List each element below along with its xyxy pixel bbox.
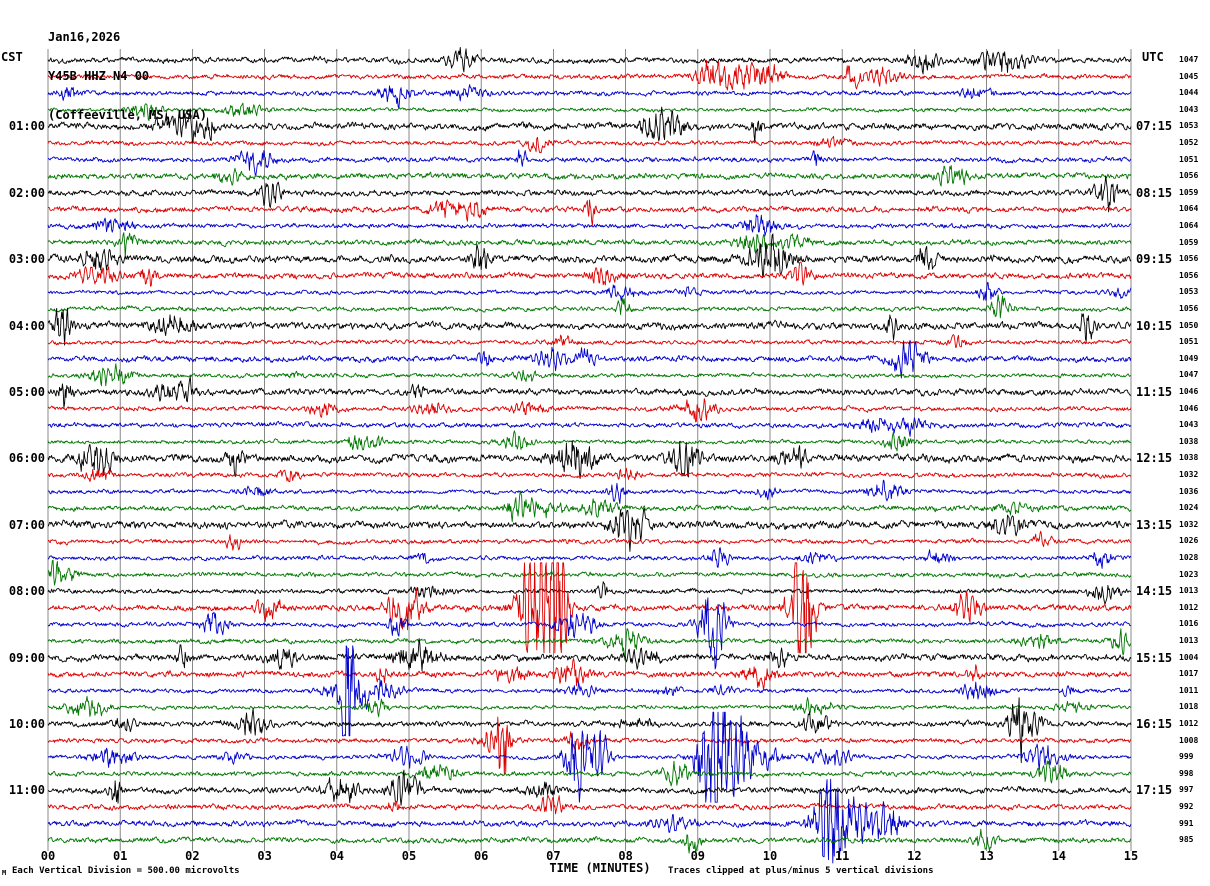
trace-offset-value: 1024	[1179, 503, 1199, 513]
left-time-label: 05:00	[8, 385, 45, 399]
trace-offset-value: 1056	[1179, 171, 1199, 181]
title-date: Jan16,2026	[48, 30, 121, 44]
left-time-label: 04:00	[8, 318, 45, 333]
x-axis-tick: 07	[546, 849, 561, 863]
trace-offset-value: 1032	[1179, 519, 1199, 529]
trace-offset-value: 1051	[1179, 337, 1199, 347]
trace-offset-value: 1056	[1179, 304, 1199, 313]
x-axis-tick: 06	[473, 849, 489, 863]
trace-offset-value: 1045	[1179, 71, 1199, 81]
trace-offset-value: 1032	[1179, 470, 1199, 479]
left-axis-header: CST	[1, 50, 23, 64]
trace-offset-value: 998	[1179, 768, 1194, 778]
trace-offset-value: 1008	[1179, 735, 1199, 745]
left-time-label: 11:00	[8, 783, 45, 798]
left-time-label: 10:00	[8, 717, 45, 731]
trace-offset-value: 1018	[1179, 702, 1199, 712]
trace-offset-value: 1059	[1179, 237, 1199, 247]
trace-offset-value: 997	[1179, 785, 1194, 795]
left-time-label: 09:00	[8, 650, 45, 665]
left-time-label: 02:00	[8, 185, 45, 200]
trace-offset-value: 1046	[1179, 403, 1199, 413]
trace-offset-value: 1056	[1179, 254, 1199, 264]
right-time-label: 09:15	[1136, 252, 1173, 267]
x-axis-tick: 11	[834, 849, 850, 863]
left-time-label: 07:00	[8, 517, 45, 532]
trace-offset-value: 1013	[1179, 586, 1199, 596]
trace-offset-value: 1064	[1179, 221, 1199, 230]
trace-offset-value: 1053	[1179, 121, 1199, 131]
x-axis-tick: 02	[185, 849, 200, 863]
x-axis-tick: 09	[690, 849, 706, 863]
title-block: Jan16,2026 Y45B HHZ N4 00 (Coffeeville, …	[48, 5, 207, 148]
trace-offset-value: 1038	[1179, 436, 1199, 446]
left-time-label: 06:00	[8, 451, 45, 466]
right-axis-header: UTC	[1142, 50, 1164, 64]
x-axis-tick: 14	[1051, 849, 1067, 863]
trace-offset-value: 1004	[1179, 652, 1199, 662]
trace-offset-value: 1026	[1179, 536, 1199, 546]
x-axis-tick: 00	[40, 849, 56, 863]
x-axis-tick: 13	[979, 849, 994, 863]
trace-offset-value: 1012	[1179, 602, 1199, 612]
right-time-label: 10:15	[1136, 318, 1173, 333]
trace-offset-value: 1056	[1179, 270, 1199, 280]
trace-offset-value: 999	[1179, 752, 1194, 762]
right-time-label: 11:15	[1136, 385, 1173, 399]
trace-offset-value: 1036	[1179, 486, 1199, 496]
left-time-label: 08:00	[8, 584, 45, 599]
trace-offset-value: 991	[1179, 818, 1194, 828]
trace-offset-value: 1053	[1179, 287, 1199, 297]
trace-offset-value: 1028	[1179, 553, 1199, 562]
trace-offset-value: 1011	[1179, 685, 1199, 695]
right-time-label: 16:15	[1136, 717, 1173, 731]
trace-offset-value: 1049	[1179, 353, 1199, 363]
x-axis-tick: 10	[762, 849, 778, 863]
trace-offset-value: 985	[1179, 835, 1194, 845]
left-time-label: 03:00	[8, 252, 45, 267]
x-axis-tick: 03	[257, 849, 272, 863]
trace-offset-value: 1038	[1179, 453, 1199, 463]
right-time-label: 12:15	[1136, 451, 1173, 466]
scale-note: Each Vertical Division = 500.00 microvol…	[12, 866, 240, 876]
trace-offset-value: 1047	[1179, 370, 1199, 380]
x-axis-tick: 12	[907, 849, 922, 863]
x-axis-tick: 05	[401, 849, 417, 863]
right-time-label: 14:15	[1136, 584, 1173, 599]
x-axis-tick: 15	[1123, 849, 1139, 863]
trace-offset-value: 1059	[1179, 187, 1199, 197]
trace-offset-value: 1013	[1179, 636, 1199, 645]
trace-offset-value: 992	[1179, 802, 1194, 811]
trace-offset-value: 1043	[1179, 104, 1199, 114]
right-time-label: 15:15	[1136, 650, 1173, 665]
corner-mark: M	[2, 869, 7, 877]
x-axis-tick: 01	[112, 849, 128, 863]
trace-offset-value: 1043	[1179, 420, 1199, 430]
right-time-label: 13:15	[1136, 517, 1173, 532]
trace-offset-value: 1047	[1179, 55, 1199, 64]
trace-offset-value: 1064	[1179, 204, 1199, 214]
title-location: (Coffeeville, MS, USA)	[48, 108, 207, 122]
right-time-label: 07:15	[1136, 119, 1173, 134]
trace-offset-value: 1044	[1179, 88, 1199, 98]
right-time-label: 17:15	[1136, 783, 1173, 798]
trace-offset-value: 1051	[1179, 154, 1199, 164]
x-axis-label: TIME (MINUTES)	[549, 861, 651, 875]
right-time-label: 08:15	[1136, 185, 1173, 200]
x-axis-tick: 08	[618, 849, 633, 863]
title-station: Y45B HHZ N4 00	[48, 69, 150, 83]
trace-offset-value: 1046	[1179, 387, 1199, 396]
clip-note: Traces clipped at plus/minus 5 vertical …	[668, 866, 934, 876]
trace-offset-value: 1023	[1179, 569, 1199, 579]
trace-offset-value: 1052	[1179, 138, 1199, 147]
trace-offset-value: 1012	[1179, 719, 1199, 728]
trace-offset-value: 1017	[1179, 669, 1199, 679]
trace-offset-value: 1050	[1179, 320, 1199, 330]
x-axis-tick: 04	[329, 849, 345, 863]
trace-offset-value: 1016	[1179, 619, 1199, 629]
left-time-label: 01:00	[8, 119, 45, 134]
